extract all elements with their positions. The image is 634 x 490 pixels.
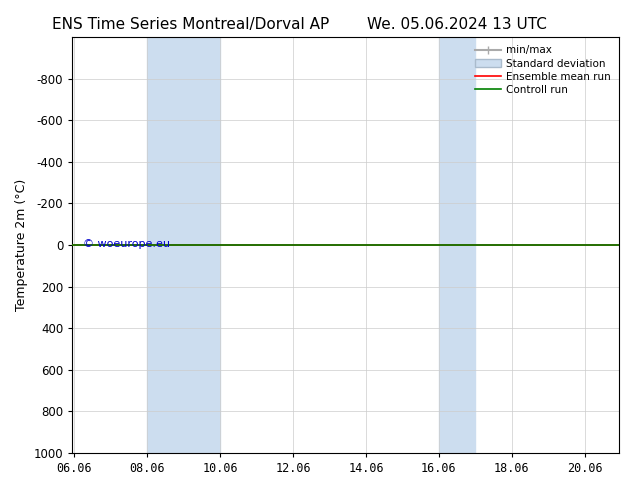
Y-axis label: Temperature 2m (°C): Temperature 2m (°C) xyxy=(15,179,28,311)
Bar xyxy=(439,37,476,453)
Text: © woeurope.eu: © woeurope.eu xyxy=(83,239,170,249)
Text: ENS Time Series Montreal/Dorval AP: ENS Time Series Montreal/Dorval AP xyxy=(51,17,329,32)
Text: We. 05.06.2024 13 UTC: We. 05.06.2024 13 UTC xyxy=(366,17,547,32)
Legend: min/max, Standard deviation, Ensemble mean run, Controll run: min/max, Standard deviation, Ensemble me… xyxy=(472,42,614,98)
Bar xyxy=(147,37,220,453)
